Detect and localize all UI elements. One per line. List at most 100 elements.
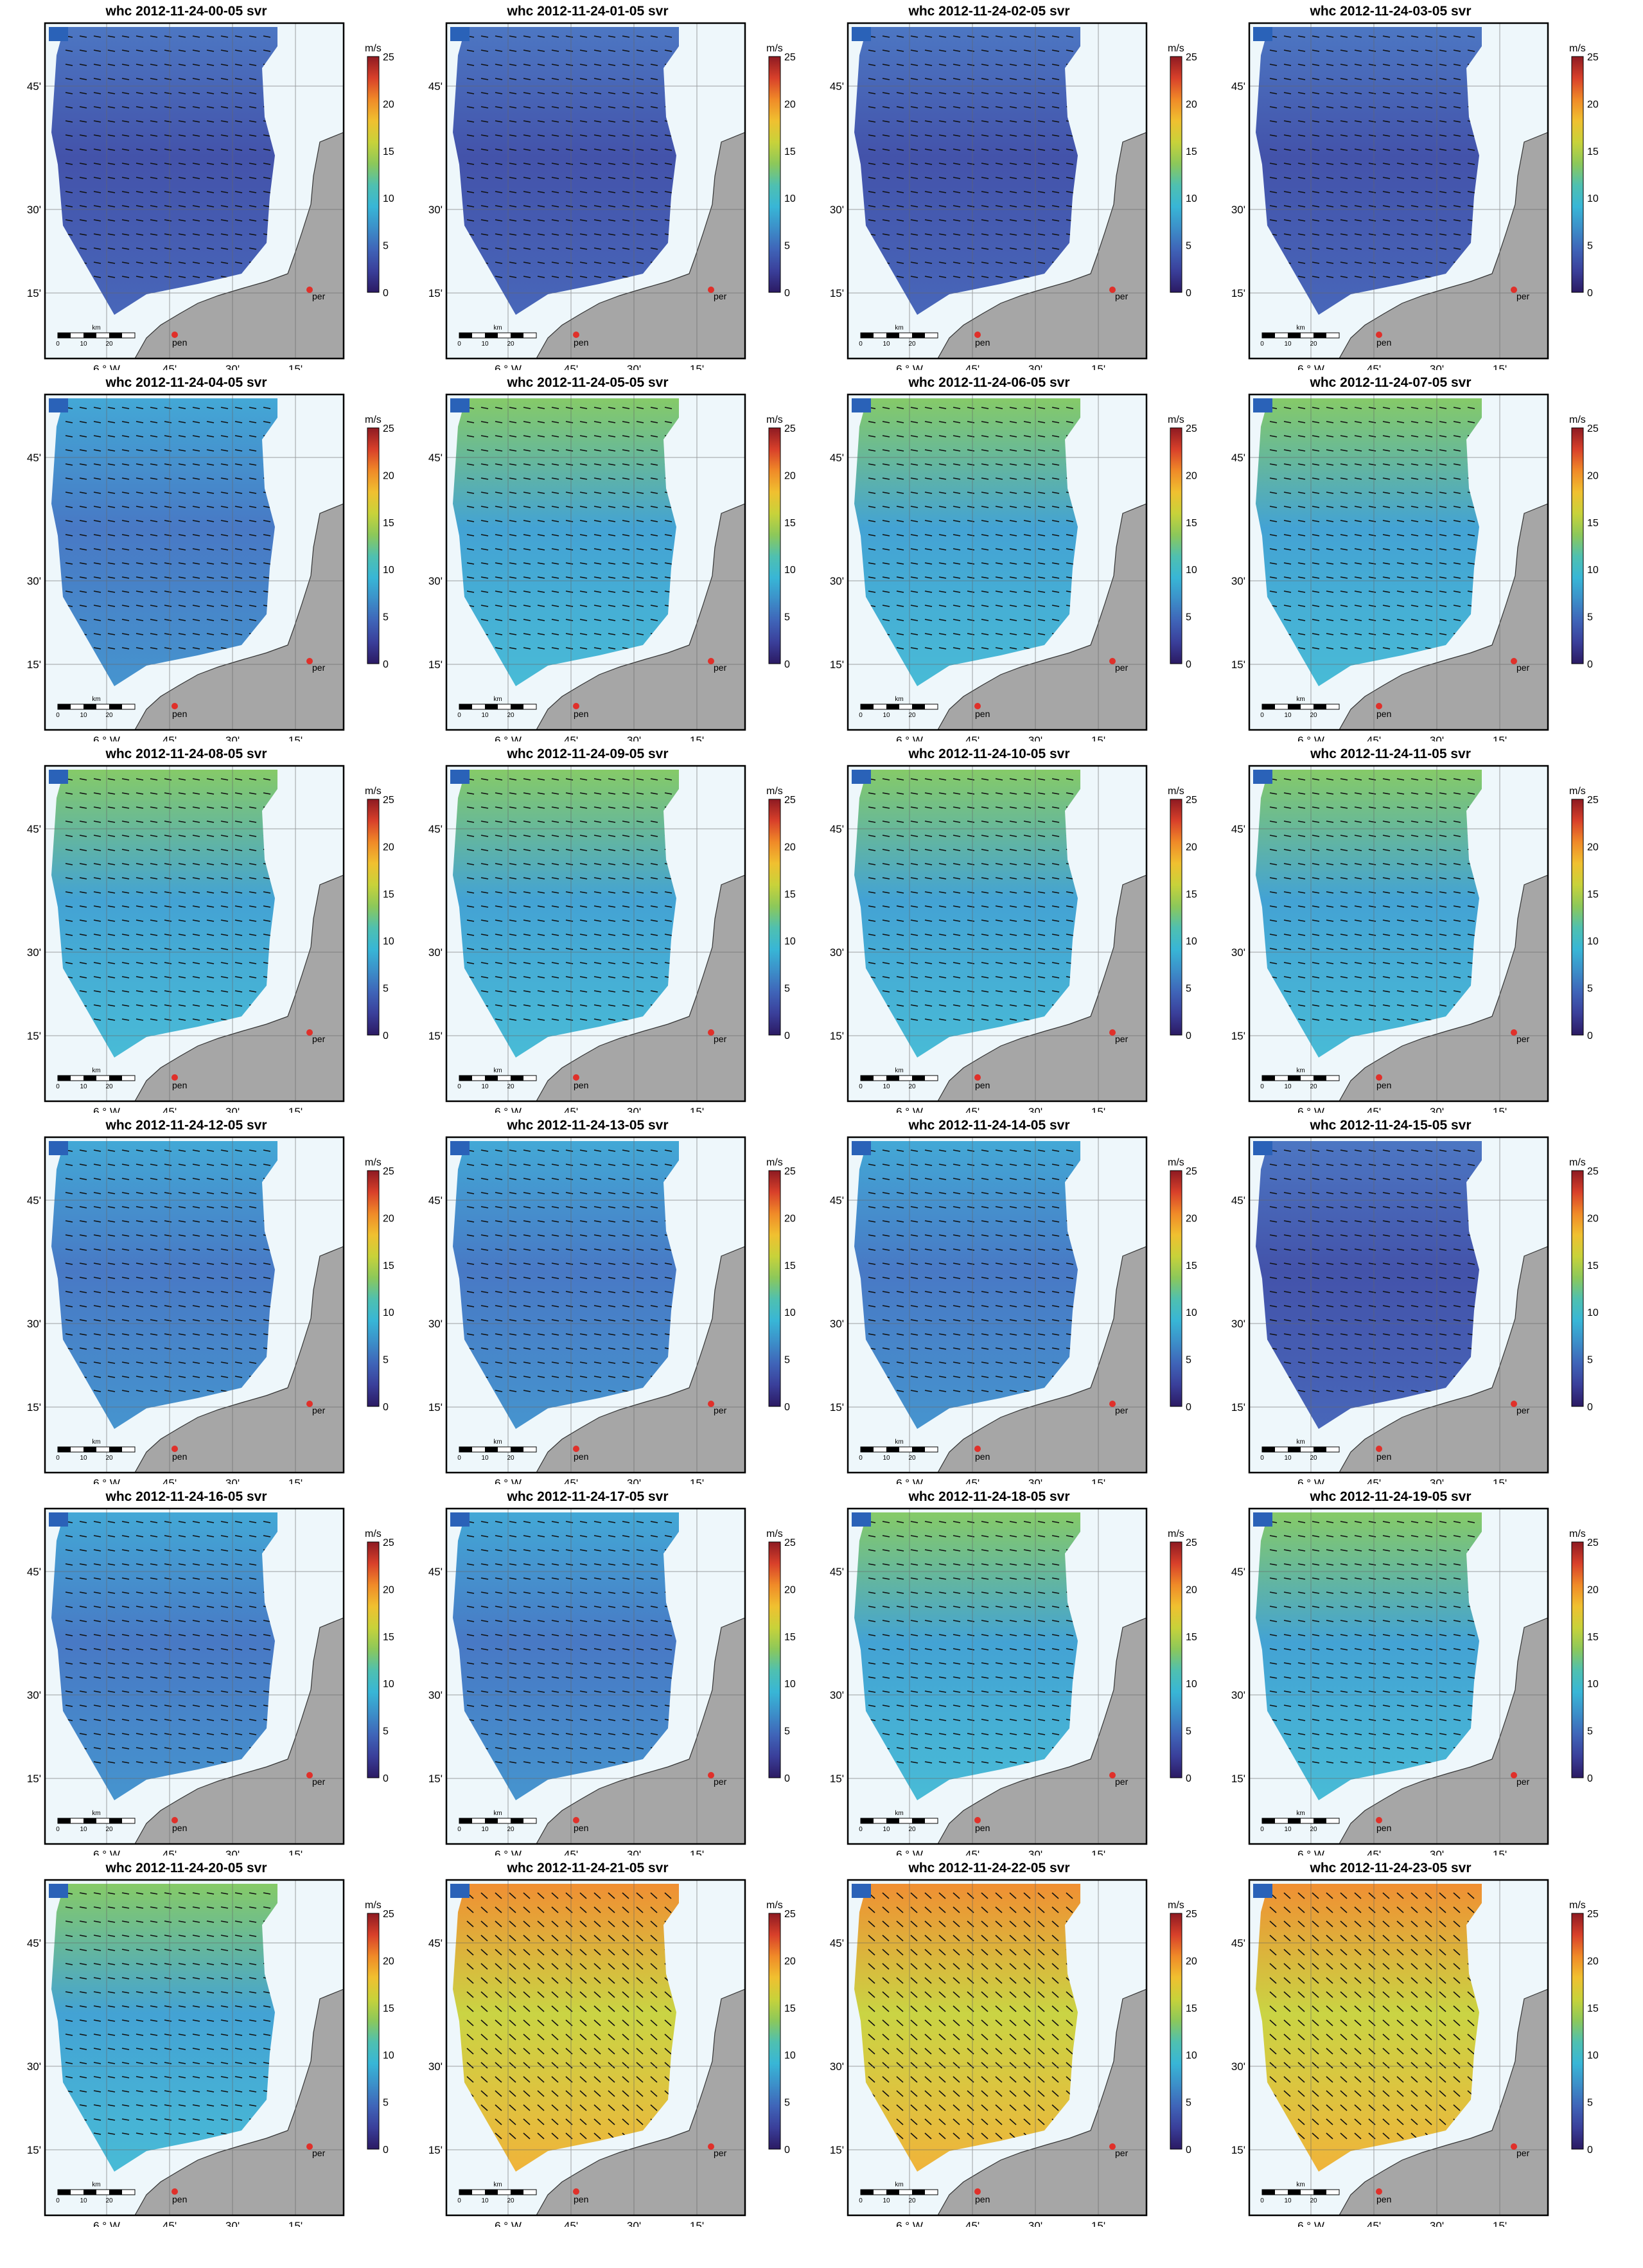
seasonde-logo [852,398,871,412]
scale-unit: km [92,1439,100,1446]
lon-label: 6 ° W [896,2220,923,2227]
place-label-pen: pen [574,1823,588,1833]
lat-label: 45' [1231,1194,1245,1207]
colorbar-tick: 20 [1587,470,1599,481]
colorbar [768,1170,781,1407]
lat-label: 15' [428,287,443,299]
map-frame [445,393,746,731]
colorbar-tick: 0 [1587,1402,1593,1413]
colorbar-tick: 15 [784,2003,796,2014]
pen-station-marker [1376,1074,1382,1081]
lon-label: 45' [1367,734,1381,741]
panel-title: whc 2012-11-24-20-05 svr [105,1861,267,1875]
colorbar [367,1541,380,1778]
lat-label: 30' [830,575,844,587]
pen-station-marker [1376,332,1382,338]
per-station-marker [1109,658,1116,664]
lon-label: 6 ° W [1297,2220,1324,2227]
colorbar [1571,1913,1584,2150]
current-vectors [868,778,1074,1021]
colorbar [1571,56,1584,293]
colorbar-tick: 10 [1186,193,1197,204]
graticule [446,1137,745,1473]
panel-title: whc 2012-11-24-11-05 svr [1310,747,1471,761]
colorbar-tick: 20 [1587,1213,1599,1224]
colorbar-tick: 0 [784,288,790,299]
per-station-marker [306,2143,313,2150]
land-area [1338,1989,1549,2216]
place-label-per: per [1516,1405,1530,1415]
map-frame [44,1136,345,1474]
colorbar-unit: m/s [365,1157,382,1168]
lat-label: 45' [428,452,443,464]
lat-label: 15' [830,287,844,299]
lon-label: 45' [1367,1477,1381,1484]
scale-tick: 0 [56,1455,60,1462]
current-speed-field [1256,398,1482,686]
lat-label: 45' [1231,1937,1245,1949]
per-station-marker [306,1029,313,1036]
lon-label: 6 ° W [896,734,923,741]
lat-label: 45' [428,1194,443,1207]
colorbar-tick: 15 [383,146,394,157]
scale-tick: 10 [1284,1083,1292,1090]
colorbar-tick: 5 [1186,984,1191,995]
place-label-per: per [312,2148,326,2158]
lat-label: 15' [27,659,41,671]
colorbar-tick: 5 [784,984,790,995]
lat-label: 15' [830,2144,844,2156]
land-area [535,503,746,731]
colorbar-tick: 10 [784,1679,796,1690]
graticule [1249,766,1548,1101]
colorbar-tick: 15 [1587,2003,1599,2014]
colorbar [1571,427,1584,664]
pen-station-marker [171,2188,178,2195]
lon-label: 15' [690,734,704,741]
colorbar-tick: 10 [383,1307,394,1318]
place-label-pen: pen [975,1080,990,1090]
scale-bar [1261,2189,1340,2195]
place-label-pen: pen [172,1823,187,1833]
colorbar-tick: 25 [784,1537,796,1548]
scale-tick: 0 [859,341,863,348]
lon-label: 6 ° W [896,1106,923,1113]
scale-unit: km [1296,1439,1305,1446]
scale-bar [459,1075,537,1081]
seasonde-logo [1253,770,1272,784]
current-speed-field [51,1141,277,1429]
scale-unit: km [895,2181,903,2188]
map-frame [1248,765,1549,1103]
colorbar-tick: 10 [784,936,796,947]
lat-label: 15' [428,1030,443,1042]
per-station-marker [1109,1401,1116,1407]
pen-station-marker [171,1817,178,1823]
colorbar [1170,799,1182,1036]
colorbar-unit: m/s [1569,1157,1586,1168]
colorbar-tick: 20 [1587,842,1599,853]
colorbar-tick: 15 [1186,889,1197,900]
per-station-marker [708,1401,714,1407]
scale-tick: 20 [908,1455,916,1462]
lat-label: 15' [1231,1773,1245,1785]
land-area [535,1617,746,1845]
seasonde-logo [450,770,470,784]
colorbar-unit: m/s [365,1528,382,1539]
lat-label: 15' [27,1401,41,1413]
lon-label: 6 ° W [93,1106,120,1113]
colorbar [1170,56,1182,293]
colorbar-tick: 10 [383,193,394,204]
lat-label: 15' [428,1773,443,1785]
place-label-pen: pen [574,337,588,348]
seasonde-logo [450,1512,470,1527]
map-frame [1248,22,1549,360]
lat-label: 30' [1231,575,1245,587]
land-area [535,874,746,1102]
panel-title: whc 2012-11-24-21-05 svr [507,1861,669,1875]
colorbar-tick: 15 [1186,518,1197,529]
